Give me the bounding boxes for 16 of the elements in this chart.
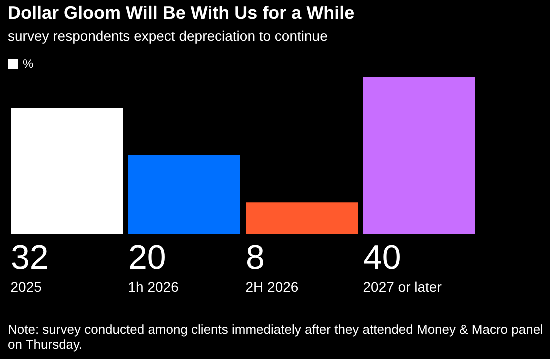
x-tick-label: 2025 — [10, 279, 42, 295]
x-tick-label: 2027 or later — [363, 279, 442, 295]
x-tick-label: 1h 2026 — [128, 279, 180, 295]
bar — [246, 202, 358, 234]
data-label: 32 — [11, 239, 49, 277]
text: Note: survey conducted among clients immediately after they attended Money & Macro panel on Thursday. — [8, 322, 544, 352]
chart-title: Dollar Gloom Will Be With Us for a While — [8, 3, 355, 24]
chart-subtitle: survey respondents expect depreciation to continue — [8, 28, 328, 44]
bar — [11, 108, 123, 234]
x-tick-label: 2H 2026 — [246, 279, 299, 295]
bar — [128, 156, 240, 234]
data-label: 8 — [246, 239, 265, 277]
data-label: 20 — [128, 239, 166, 277]
bar — [364, 77, 476, 234]
legend-label: % — [22, 57, 34, 71]
data-label: 40 — [364, 239, 402, 277]
